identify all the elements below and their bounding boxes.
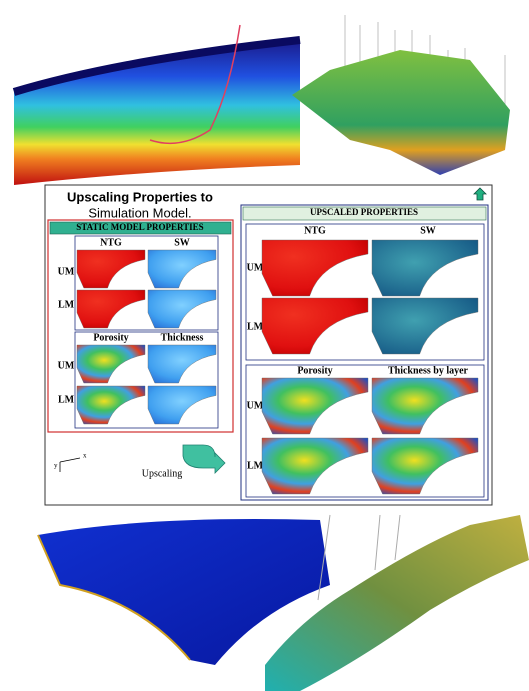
surface-image [265,514,529,691]
property-map [371,377,479,435]
row-label: UM [247,400,264,411]
blue-model-image [37,519,330,665]
property-map [76,289,146,329]
column-label: NTG [100,237,122,248]
property-map [261,377,369,435]
axis-label: x [83,452,87,460]
property-map [76,385,146,425]
row-label: LM [58,299,75,310]
property-map [371,437,479,495]
row-label: LM [58,394,75,405]
property-map [147,385,217,425]
property-map [371,297,479,355]
static-header-bg [49,221,232,235]
column-label: SW [420,225,436,236]
upscaling-arrow [182,444,226,474]
row-label: UM [58,360,75,371]
property-map [147,289,217,329]
arrow-label: Upscaling [142,468,183,479]
property-map [147,344,217,384]
column-label: SW [174,237,190,248]
row-label: UM [58,266,75,277]
panel-title: Upscaling Properties to [67,189,213,204]
upscaling-panel: Upscaling Properties to Simulation Model… [44,184,493,506]
home-icon[interactable] [473,187,487,201]
column-label: Thickness [161,332,204,343]
column-label: Porosity [93,332,128,343]
property-map [261,437,369,495]
panel-title: Simulation Model. [88,205,191,220]
property-map [76,344,146,384]
axes-icon [59,457,81,472]
strata-image [12,24,301,185]
property-map [261,297,369,355]
static-header: STATIC MODEL PROPERTIES [76,222,203,232]
row-label: UM [247,262,264,273]
column-label: Thickness by layer [388,365,469,376]
upscaled-header: UPSCALED PROPERTIES [310,207,418,217]
column-label: NTG [304,225,326,236]
row-label: LM [247,321,264,332]
column-label: Porosity [297,365,332,376]
axis-label: y [54,462,58,470]
property-map [147,249,217,289]
property-map [76,249,146,289]
row-label: LM [247,460,264,471]
property-map [261,239,369,297]
3d-model-image [292,15,510,175]
property-map [371,239,479,297]
